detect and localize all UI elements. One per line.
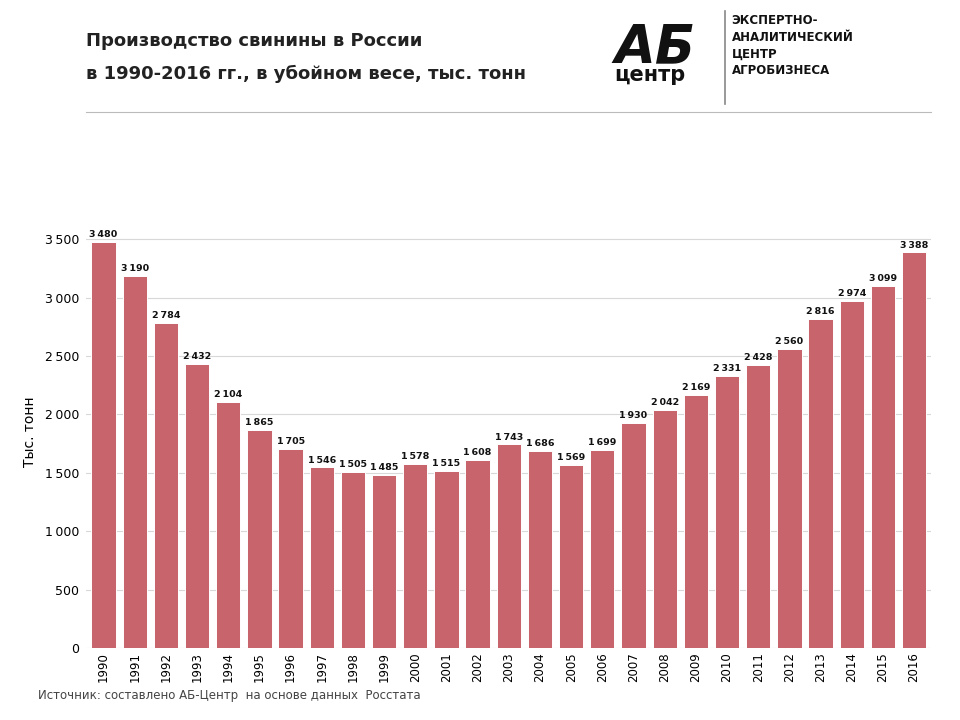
Text: 1 485: 1 485 [370,463,398,472]
Text: 1 699: 1 699 [588,438,616,446]
Text: 3 190: 3 190 [121,264,149,273]
Text: 2 784: 2 784 [152,311,180,320]
Bar [91,242,116,648]
Text: 2 560: 2 560 [776,337,804,346]
Y-axis label: Тыс. тонн: Тыс. тонн [23,397,36,467]
Bar [840,301,864,648]
Text: 2 432: 2 432 [183,352,211,361]
Bar [154,323,178,648]
Text: 2 331: 2 331 [713,364,741,373]
Text: 1 686: 1 686 [526,439,554,449]
Bar [715,376,739,648]
Bar [278,449,302,648]
Bar [123,276,147,648]
Text: 1 608: 1 608 [464,449,492,457]
Text: АНАЛИТИЧЕСКИЙ: АНАЛИТИЧЕСКИЙ [732,31,853,44]
Text: АБ: АБ [614,22,696,73]
Text: 1 505: 1 505 [339,460,367,469]
Bar [621,423,646,648]
Bar [746,364,770,648]
Text: 1 578: 1 578 [401,452,429,461]
Text: 1 569: 1 569 [557,453,586,462]
Bar [871,286,895,648]
Bar [653,410,677,648]
Text: центр: центр [614,65,685,85]
Bar [310,467,334,648]
Text: 3 388: 3 388 [900,240,928,250]
Bar [216,402,240,648]
Bar [559,465,584,648]
Bar [901,253,926,648]
Bar [528,451,552,648]
Text: 3 480: 3 480 [89,230,118,239]
Bar [248,431,272,648]
Text: Источник: составлено АБ-Центр  на основе данных  Росстата: Источник: составлено АБ-Центр на основе … [38,689,421,702]
Bar [341,472,365,648]
Text: 2 042: 2 042 [651,397,679,407]
Bar [434,471,459,648]
Text: ЦЕНТР: ЦЕНТР [732,48,778,60]
Bar [403,464,427,648]
Bar [372,474,396,648]
Text: 1 930: 1 930 [619,410,648,420]
Text: 1 546: 1 546 [307,456,336,464]
Text: 2 816: 2 816 [806,307,835,316]
Text: 1 743: 1 743 [494,433,523,441]
Bar [778,349,802,648]
Text: 2 104: 2 104 [214,390,242,400]
Text: 2 974: 2 974 [837,289,866,298]
Text: 2 428: 2 428 [744,353,773,361]
Text: www.ab-centre.ru: www.ab-centre.ru [777,82,902,95]
Text: в 1990-2016 гг., в убойном весе, тыс. тонн: в 1990-2016 гг., в убойном весе, тыс. то… [86,65,526,83]
Text: 1 705: 1 705 [276,437,304,446]
Bar [590,449,614,648]
Text: АГРОБИЗНЕСА: АГРОБИЗНЕСА [732,64,829,77]
Text: 1 865: 1 865 [245,418,274,428]
Bar [185,364,209,648]
Text: Производство свинины в России: Производство свинины в России [86,32,422,50]
Text: 1 515: 1 515 [432,459,461,468]
Bar [466,460,490,648]
Bar [684,395,708,648]
Text: 2 169: 2 169 [682,383,710,392]
Bar [496,444,521,648]
Text: 3 099: 3 099 [869,274,897,283]
Bar [808,319,832,648]
Text: ЭКСПЕРТНО-: ЭКСПЕРТНО- [732,14,818,27]
